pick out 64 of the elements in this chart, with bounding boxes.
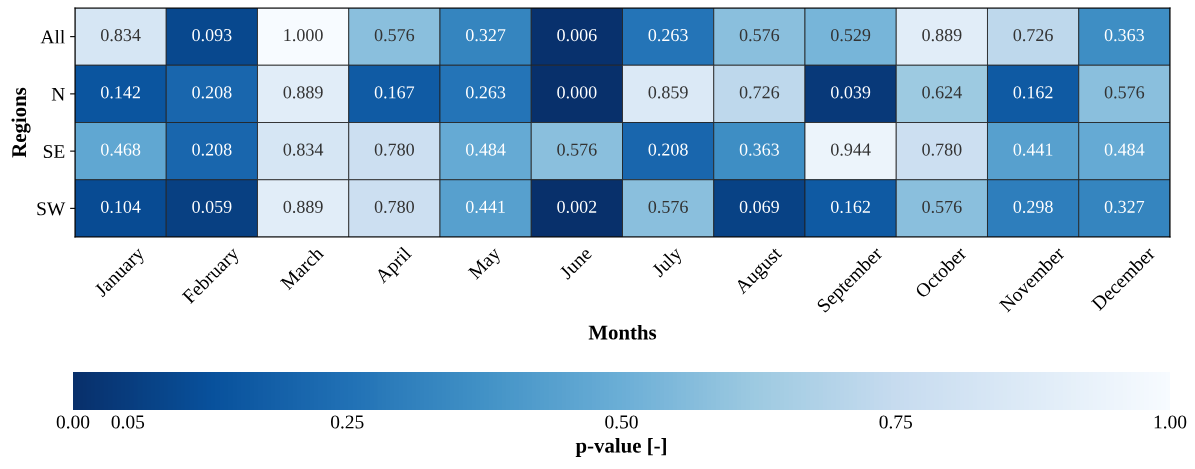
data-label: 0.069 [739,200,779,213]
data-label: 0.576 [1104,86,1145,99]
data-label: 0.208 [192,86,232,99]
data-label: 0.859 [648,86,688,99]
data-label: 0.780 [374,200,414,213]
data-label: 0.162 [831,200,870,213]
data-label: 0.780 [374,143,414,156]
data-label: 0.624 [922,86,962,99]
y-tick-label: SW [37,202,66,216]
data-label: 0.576 [739,28,780,42]
data-label: 0.484 [1104,143,1145,156]
data-label: 0.576 [557,143,597,156]
data-label: 0.002 [557,200,597,213]
color-bar-label: 0.50 [605,415,638,429]
data-label: 0.889 [283,86,323,99]
data-label: 0.039 [831,86,871,99]
data-label: 0.726 [739,86,780,99]
data-label: 1.000 [284,28,323,42]
y-tick-label: All [40,29,65,44]
data-label: 0.059 [192,200,232,213]
data-label: 0.468 [101,143,141,156]
data-label: 0.000 [557,86,597,99]
x-tick-label: May [467,245,505,283]
data-label: 0.263 [648,28,688,42]
color-bar-label: 0.05 [111,415,145,429]
data-label: 0.263 [466,86,506,99]
data-label: 0.104 [101,200,141,213]
data-label: 0.780 [922,143,962,156]
data-label: 0.327 [466,28,506,42]
data-label: 0.162 [1013,86,1053,99]
data-label: 0.167 [374,86,415,99]
y-tick-label: SE [43,145,65,159]
x-tick-label: July [650,245,686,281]
data-label: 0.093 [192,28,232,42]
data-label: 0.363 [739,143,779,156]
color-bar-label: 1.00 [1154,415,1187,429]
data-label: 0.576 [922,200,962,213]
data-label: 0.327 [1104,200,1145,213]
data-label: 0.529 [831,28,871,42]
color-bar-label: 0.00 [56,415,90,429]
data-label: 0.834 [283,143,324,156]
data-label: 0.726 [1013,28,1053,42]
color-bar-title: p-value [-] [575,438,666,457]
data-label: 0.834 [101,28,141,42]
y-axis-title: Regions [11,87,31,158]
color-bar-label: 0.75 [879,415,912,429]
data-label: 0.208 [648,143,688,156]
data-label: 0.363 [1104,28,1144,42]
data-label: 0.298 [1013,200,1053,213]
data-label: 0.576 [374,28,415,42]
x-axis-title: Months [588,324,657,340]
data-label: 0.889 [922,28,962,42]
y-tick-label: N [51,87,65,101]
data-label: 0.006 [557,28,597,42]
data-label: 0.208 [192,143,232,156]
data-label: 0.441 [1013,143,1053,156]
color-bar-label: 0.25 [330,415,364,429]
data-label: 0.142 [101,86,140,99]
data-label: 0.484 [466,143,506,156]
data-label: 0.889 [283,200,323,213]
data-label: 0.944 [831,143,871,156]
data-label: 0.576 [648,200,688,213]
data-label: 0.441 [466,200,505,213]
x-tick-label: June [558,246,593,280]
